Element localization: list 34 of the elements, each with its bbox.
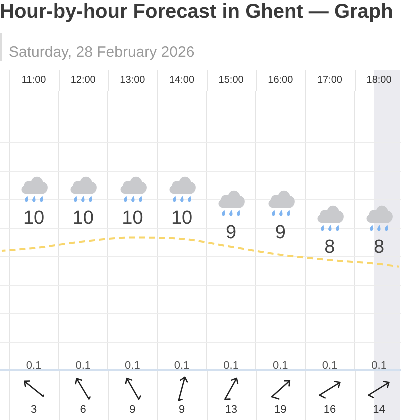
data-label: 14 xyxy=(373,404,386,416)
x-tick-label: 15:00 xyxy=(218,74,244,86)
x-tick-label: 13:00 xyxy=(120,74,146,86)
data-label: 13 xyxy=(225,404,238,416)
data-label: 10 xyxy=(122,208,144,230)
data-label: 0.1 xyxy=(224,360,239,372)
x-tick-label: 18:00 xyxy=(366,74,392,86)
x-tick-label: 16:00 xyxy=(268,74,294,86)
chart-title: Hour-by-hour Forecast in Ghent — Graph xyxy=(0,0,394,24)
data-label: 0.1 xyxy=(76,360,92,372)
data-label: 0.1 xyxy=(322,360,338,372)
data-label: 0.1 xyxy=(26,360,42,372)
data-label: 3 xyxy=(30,404,38,416)
data-label: 16 xyxy=(324,404,336,416)
data-label: 9 xyxy=(226,222,237,244)
data-label: 19 xyxy=(274,404,287,416)
data-label: 9 xyxy=(130,404,136,416)
data-label: 0.1 xyxy=(174,360,190,372)
data-label: 0.1 xyxy=(272,360,288,372)
data-label: 10 xyxy=(23,208,45,230)
data-label: 6 xyxy=(80,404,86,416)
data-label: 9 xyxy=(275,222,286,244)
data-label: 0.1 xyxy=(372,360,387,372)
data-label: 10 xyxy=(72,208,94,230)
data-label: 9 xyxy=(178,404,186,416)
data-label: 10 xyxy=(171,208,193,230)
data-label: 0.1 xyxy=(125,360,140,372)
x-tick-label: 14:00 xyxy=(169,74,195,86)
data-label: 8 xyxy=(324,236,336,258)
data-label: 8 xyxy=(374,236,385,258)
chart-subtitle: Saturday, 28 February 2026 xyxy=(0,33,195,61)
x-tick-label: 17:00 xyxy=(317,74,343,86)
x-tick-label: 12:00 xyxy=(70,74,96,86)
x-tick-label: 11:00 xyxy=(22,74,47,86)
